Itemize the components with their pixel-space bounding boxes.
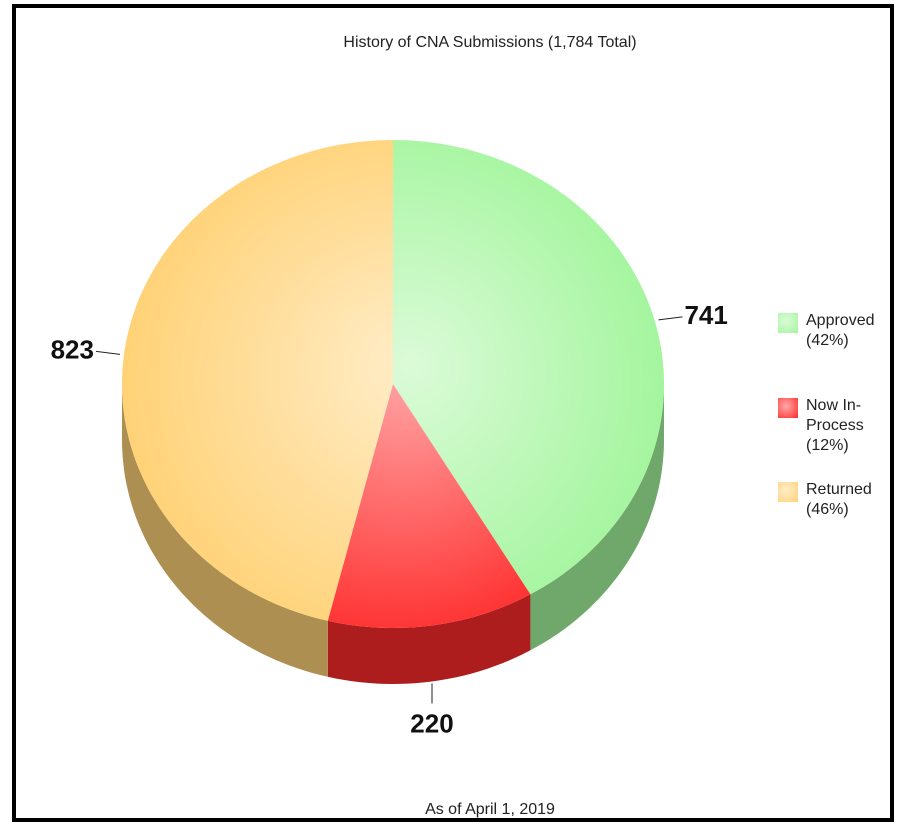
footnote: As of April 1, 2019 xyxy=(425,801,555,818)
pie-slice xyxy=(327,384,531,628)
legend-label: Returned (46%) xyxy=(806,481,872,518)
legend-label: Now In-Process (12%) xyxy=(806,397,864,454)
leader-line xyxy=(658,316,683,321)
legend-label: Approved (42%) xyxy=(806,312,875,349)
pie-slice xyxy=(393,140,664,595)
pie-slice xyxy=(122,140,393,621)
pie-side xyxy=(327,594,531,684)
pie-side xyxy=(530,384,664,651)
legend-swatch xyxy=(778,313,798,333)
chart-title: History of CNA Submissions (1,784 Total) xyxy=(343,34,636,51)
value-label: 741 xyxy=(684,300,727,330)
legend-swatch xyxy=(778,398,798,418)
value-label: 220 xyxy=(410,708,453,738)
legend-swatch xyxy=(778,482,798,502)
pie-side xyxy=(122,384,328,677)
chart-frame xyxy=(12,4,894,822)
leader-line xyxy=(95,350,121,355)
value-label: 823 xyxy=(51,334,94,364)
